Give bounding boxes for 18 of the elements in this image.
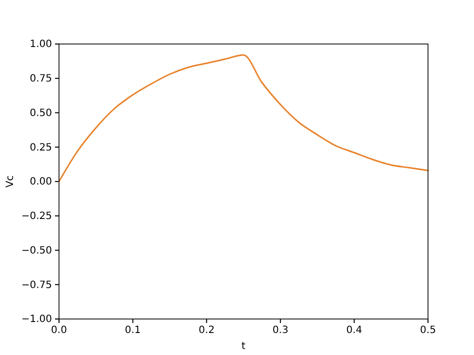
x-tick-label: 0.0 [51,325,67,336]
x-tick-label: 0.2 [198,325,215,336]
x-tick-label: 0.4 [346,325,362,336]
line-series [58,54,429,182]
y-tick-label: 0.50 [30,108,52,119]
y-tick-label: 0.75 [30,74,52,85]
y-tick-label: 1.00 [30,39,52,50]
y-tick-label: −0.50 [21,245,52,256]
y-axis-title: Vc [5,175,16,188]
y-tick-label: −0.75 [21,280,52,291]
x-tick-label: 0.3 [272,325,288,336]
x-tick-label: 0.1 [124,325,141,336]
y-tick-label: 0.25 [30,142,52,154]
x-axis-title: t [242,341,246,352]
y-tick-label: −0.25 [21,211,52,222]
y-tick-label: 0.00 [30,176,52,188]
x-tick-label: 0.5 [420,325,436,336]
y-tick-label: −1.00 [21,314,52,326]
